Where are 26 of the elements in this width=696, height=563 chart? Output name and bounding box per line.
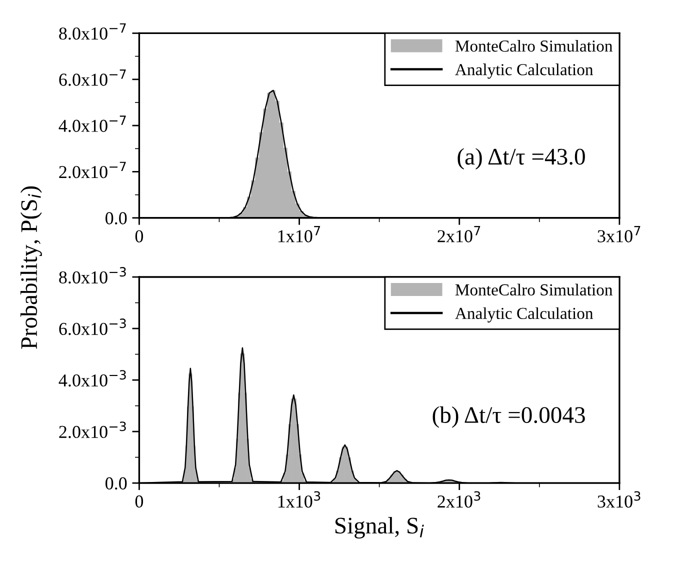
y-tick-label: 6.0x10$^{−3}$ <box>59 318 126 336</box>
y-tick-label: 6.0x10$^{−7}$ <box>59 70 126 86</box>
legend-label: Analytic Calculation <box>455 64 594 79</box>
legend-label: MonteCalro Simulation <box>455 284 613 296</box>
legend-label: Analytic Calculation <box>455 307 594 322</box>
x-tick-label: 0 <box>135 230 144 242</box>
annotation: (a) Δt/τ =43.0 <box>458 148 585 170</box>
y-tick-label: 0.0 <box>106 477 127 490</box>
annotation: (b) Δt/τ =0.0043 <box>432 406 585 428</box>
x-tick-label: 1x10$^{7}$ <box>278 226 320 242</box>
x-tick-label: 2x10$^{3}$ <box>438 491 480 508</box>
y-tick-label: 8.0x10$^{−3}$ <box>59 267 126 284</box>
y-tick-label: 8.0x10$^{−7}$ <box>59 23 126 40</box>
legend-label: MonteCalro Simulation <box>455 40 613 52</box>
x-tick-label: 3x10$^{7}$ <box>598 226 640 242</box>
y-tick-label: 2.0x10$^{−3}$ <box>59 422 126 438</box>
x-tick-label: 2x10$^{7}$ <box>438 226 480 242</box>
y-tick-label: 2.0x10$^{−7}$ <box>59 162 126 178</box>
y-tick-label: 4.0x10$^{−3}$ <box>58 370 126 387</box>
x-tick-label: 3x10$^{3}$ <box>598 491 640 508</box>
x-tick-label: 1x10$^{3}$ <box>278 491 320 508</box>
y-tick-label: 4.0x10$^{−7}$ <box>58 116 126 132</box>
y-tick-label: 0.0 <box>106 212 127 224</box>
x-axis-title: Signal, S$_{i}$ <box>335 517 424 539</box>
y-axis-title: Probability, P(S$_{i}$) <box>20 186 42 349</box>
x-tick-label: 0 <box>135 495 144 508</box>
